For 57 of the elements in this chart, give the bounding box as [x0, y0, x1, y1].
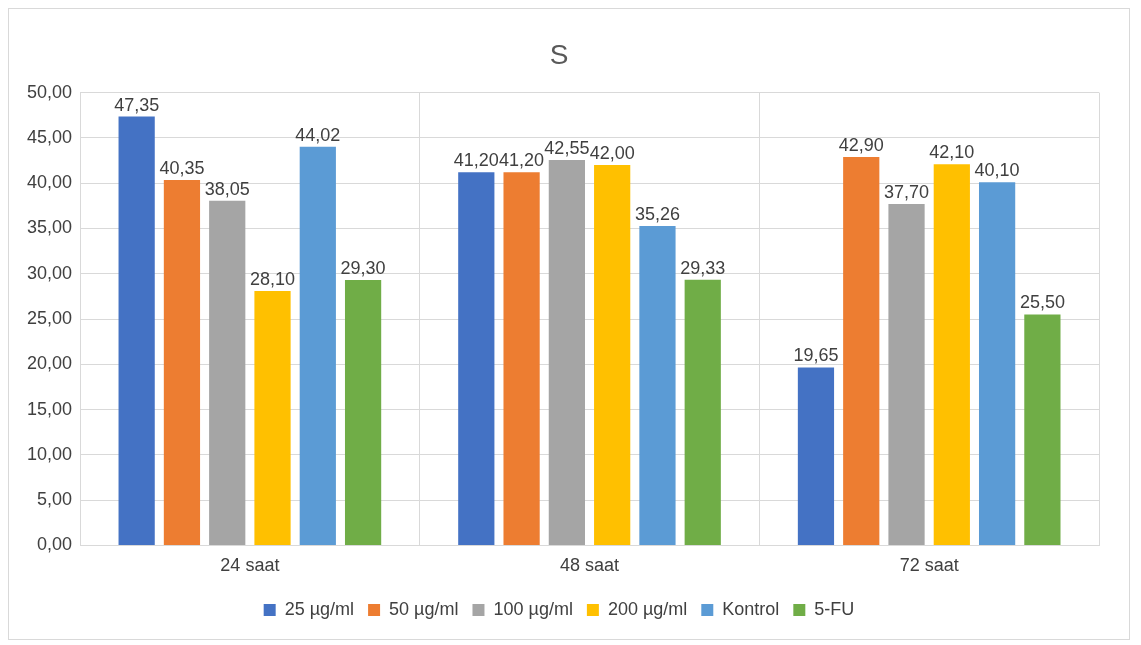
data-label: 42,10 — [929, 142, 975, 163]
y-tick-label: 10,00 — [27, 443, 73, 464]
bar — [1024, 314, 1061, 545]
data-label: 25,50 — [1019, 292, 1065, 313]
data-label: 38,05 — [204, 178, 250, 199]
bar — [639, 226, 676, 545]
legend-label: 25 µg/ml — [284, 598, 355, 619]
data-label: 28,10 — [249, 268, 296, 289]
data-label: 37,70 — [884, 181, 930, 202]
data-label: 35,26 — [634, 204, 680, 225]
data-label: 41,20 — [499, 150, 545, 171]
y-tick-label: 5,00 — [37, 489, 73, 510]
bar — [254, 290, 291, 545]
data-label: 41,20 — [453, 150, 499, 171]
bar — [299, 146, 336, 545]
bar — [888, 203, 925, 545]
y-tick-label: 15,00 — [27, 398, 73, 419]
y-tick-label: 25,00 — [27, 307, 73, 328]
y-tick-label: 40,00 — [27, 172, 73, 193]
bar — [933, 164, 970, 545]
data-label: 42,00 — [589, 143, 635, 164]
data-label: 42,55 — [544, 138, 590, 159]
bar — [458, 172, 495, 545]
bar — [548, 160, 585, 545]
legend-label: 5-FU — [814, 598, 855, 619]
y-tick-label: 45,00 — [27, 126, 73, 147]
data-label: 44,02 — [295, 124, 341, 145]
bar — [503, 172, 540, 545]
y-tick-label: 35,00 — [27, 217, 73, 238]
bar — [843, 156, 880, 545]
data-label: 29,33 — [680, 257, 726, 278]
data-label: 47,35 — [114, 94, 160, 115]
data-label: 19,65 — [793, 345, 839, 366]
bar — [163, 179, 201, 545]
y-tick-label: 30,00 — [27, 262, 73, 283]
data-label: 40,35 — [159, 157, 205, 178]
legend-label: 100 µg/ml — [493, 598, 573, 619]
y-tick-label: 20,00 — [27, 353, 73, 374]
bar — [344, 280, 382, 545]
data-label: 42,90 — [838, 134, 884, 155]
legend-label: 200 µg/ml — [607, 598, 688, 619]
bar — [209, 200, 246, 545]
y-tick-label: 0,00 — [37, 534, 73, 555]
legend-label: Kontrol — [722, 598, 780, 619]
bar — [684, 279, 721, 545]
data-label: 29,30 — [340, 258, 386, 279]
bar — [797, 367, 835, 545]
legend-label: 50 µg/ml — [389, 598, 459, 619]
bar — [978, 182, 1016, 545]
bar — [118, 116, 155, 545]
x-tick-label: 48 saat — [560, 555, 620, 576]
y-tick-label: 50,00 — [27, 81, 73, 102]
data-label: 40,10 — [974, 160, 1020, 181]
x-tick-label: 72 saat — [899, 555, 959, 576]
bar — [594, 165, 631, 545]
x-tick-label: 24 saat — [220, 555, 280, 576]
chart-title: S — [549, 38, 569, 70]
